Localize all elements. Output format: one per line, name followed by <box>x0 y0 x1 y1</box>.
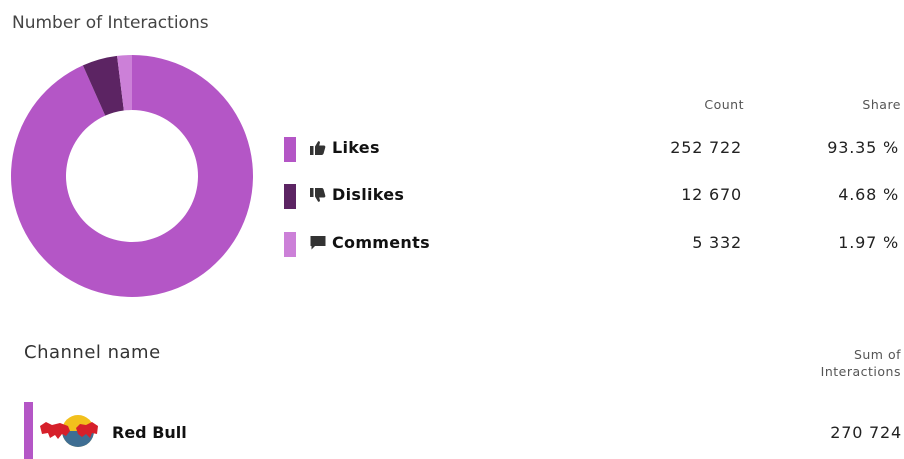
sum-header-line1: Sum of <box>853 347 901 362</box>
channel-color-bar <box>24 402 33 459</box>
legend-label: Likes <box>332 138 380 157</box>
chart-title: Number of Interactions <box>12 13 209 33</box>
legend-label: Comments <box>332 233 430 252</box>
share-column-header: Share <box>862 97 901 112</box>
legend-count: 252 722 <box>670 138 742 157</box>
legend-swatch-dislikes <box>284 184 296 209</box>
legend-swatch-likes <box>284 137 296 162</box>
legend-count: 12 670 <box>681 185 742 204</box>
legend-share: 93.35 % <box>827 138 899 157</box>
legend-share: 4.68 % <box>838 185 899 204</box>
legend-count: 5 332 <box>692 233 742 252</box>
legend-row-dislikes[interactable]: Dislikes 12 670 4.68 % <box>284 184 902 210</box>
thumbs-up-icon <box>310 141 326 155</box>
comment-icon <box>310 236 326 250</box>
red-bull-logo <box>40 415 98 447</box>
donut-slice-dislikes[interactable] <box>82 55 124 116</box>
donut-slice-likes[interactable] <box>10 55 253 298</box>
count-column-header: Count <box>704 97 744 112</box>
channel-row-red-bull[interactable]: Red Bull 270 724 <box>24 402 902 459</box>
sum-header-line2: Interactions <box>820 364 901 379</box>
channel-name: Red Bull <box>112 423 187 442</box>
legend-row-comments[interactable]: Comments 5 332 1.97 % <box>284 232 902 258</box>
legend-row-likes[interactable]: Likes 252 722 93.35 % <box>284 137 902 163</box>
legend-swatch-comments <box>284 232 296 257</box>
sum-of-interactions-header: Sum of Interactions <box>781 346 901 380</box>
thumbs-down-icon <box>310 188 326 202</box>
interactions-donut-chart <box>10 55 253 298</box>
legend-share: 1.97 % <box>838 233 899 252</box>
legend-label: Dislikes <box>332 185 405 204</box>
donut-slice-comments[interactable] <box>117 55 132 111</box>
channel-name-header: Channel name <box>24 342 161 363</box>
channel-sum-value: 270 724 <box>830 423 902 442</box>
